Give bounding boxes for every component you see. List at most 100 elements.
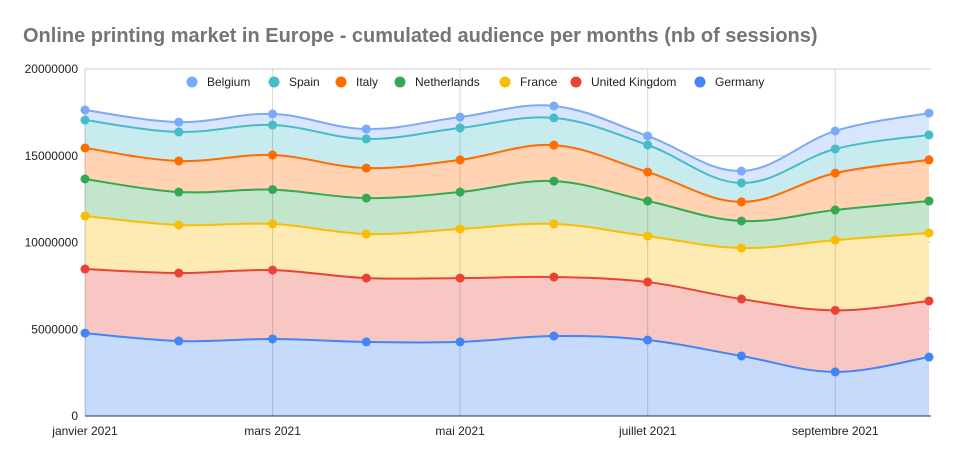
point-france xyxy=(361,229,371,239)
point-france xyxy=(830,235,840,245)
line-germany xyxy=(84,332,930,373)
point-italy xyxy=(80,143,90,153)
point-spain xyxy=(268,120,278,130)
x-tick-label: septembre 2021 xyxy=(792,424,879,438)
point-germany xyxy=(455,337,465,347)
point-united-kingdom xyxy=(80,264,90,274)
point-italy xyxy=(268,150,278,160)
area-netherlands xyxy=(85,178,929,249)
point-france xyxy=(549,219,559,229)
area-germany xyxy=(85,333,929,416)
legend-label: Germany xyxy=(715,75,764,89)
area-belgium xyxy=(85,105,929,184)
x-tick-label: janvier 2021 xyxy=(51,424,118,438)
point-italy xyxy=(455,155,465,165)
legend-item-france: France xyxy=(499,75,558,89)
point-united-kingdom xyxy=(268,265,278,275)
point-spain xyxy=(80,115,90,125)
point-spain xyxy=(174,127,184,137)
data-points xyxy=(80,101,934,377)
point-netherlands xyxy=(549,176,559,186)
point-italy xyxy=(830,168,840,178)
legend-label: Belgium xyxy=(207,75,250,89)
area-spain xyxy=(85,117,929,202)
y-tick-label: 5000000 xyxy=(31,322,78,336)
point-belgium xyxy=(80,105,90,115)
point-france xyxy=(268,219,278,229)
y-tick-label: 10000000 xyxy=(25,236,79,250)
legend-marker xyxy=(186,76,198,88)
point-belgium xyxy=(643,131,653,141)
legend-marker xyxy=(570,76,582,88)
area-series xyxy=(85,105,929,416)
area-france xyxy=(85,215,929,311)
point-france xyxy=(80,211,90,221)
legend-label: Netherlands xyxy=(415,75,480,89)
line-spain xyxy=(84,116,930,184)
point-united-kingdom xyxy=(736,294,746,304)
point-germany xyxy=(80,328,90,338)
legend-item-united-kingdom: United Kingdom xyxy=(570,75,676,89)
point-spain xyxy=(549,113,559,123)
point-netherlands xyxy=(268,185,278,195)
x-tick-label: juillet 2021 xyxy=(618,424,677,438)
point-belgium xyxy=(268,109,278,119)
point-united-kingdom xyxy=(830,305,840,315)
legend-marker xyxy=(694,76,706,88)
legend-label: France xyxy=(520,75,558,89)
x-tick-label: mai 2021 xyxy=(435,424,485,438)
point-germany xyxy=(549,331,559,341)
point-italy xyxy=(174,156,184,166)
x-tick-label: mars 2021 xyxy=(244,424,301,438)
point-spain xyxy=(924,130,934,140)
point-france xyxy=(643,231,653,241)
point-belgium xyxy=(830,126,840,136)
y-axis-ticks: 0 5000000 10000000 15000000 20000000 xyxy=(25,62,79,423)
point-france xyxy=(174,220,184,230)
point-netherlands xyxy=(174,187,184,197)
line-series xyxy=(84,104,930,373)
point-france xyxy=(924,228,934,238)
point-united-kingdom xyxy=(924,296,934,306)
point-italy xyxy=(361,163,371,173)
point-france xyxy=(455,224,465,234)
point-germany xyxy=(174,336,184,346)
line-france xyxy=(84,214,930,250)
legend-marker xyxy=(499,76,511,88)
point-spain xyxy=(361,134,371,144)
point-united-kingdom xyxy=(455,273,465,283)
legend-marker xyxy=(268,76,280,88)
point-belgium xyxy=(924,108,934,118)
point-united-kingdom xyxy=(174,268,184,278)
line-italy xyxy=(84,143,930,203)
legend-item-germany: Germany xyxy=(694,75,764,89)
point-spain xyxy=(830,144,840,154)
y-tick-label: 20000000 xyxy=(25,62,79,76)
point-belgium xyxy=(549,101,559,111)
point-italy xyxy=(736,197,746,207)
point-belgium xyxy=(361,124,371,134)
legend-item-netherlands: Netherlands xyxy=(394,75,480,89)
legend-item-italy: Italy xyxy=(335,75,378,89)
point-netherlands xyxy=(455,187,465,197)
point-netherlands xyxy=(643,196,653,206)
point-germany xyxy=(924,352,934,362)
point-united-kingdom xyxy=(361,273,371,283)
point-united-kingdom xyxy=(549,272,559,282)
point-germany xyxy=(736,351,746,361)
point-spain xyxy=(643,140,653,150)
legend-label: Italy xyxy=(356,75,378,89)
legend-label: Spain xyxy=(289,75,320,89)
point-belgium xyxy=(736,166,746,176)
legend-marker xyxy=(394,76,406,88)
line-belgium xyxy=(84,104,930,173)
point-netherlands xyxy=(361,193,371,203)
area-united-kingdom xyxy=(85,269,929,372)
chart-title: Online printing market in Europe - cumul… xyxy=(23,25,818,47)
point-germany xyxy=(361,337,371,347)
point-italy xyxy=(549,140,559,150)
line-netherlands xyxy=(84,178,930,223)
point-italy xyxy=(924,155,934,165)
point-belgium xyxy=(174,117,184,127)
